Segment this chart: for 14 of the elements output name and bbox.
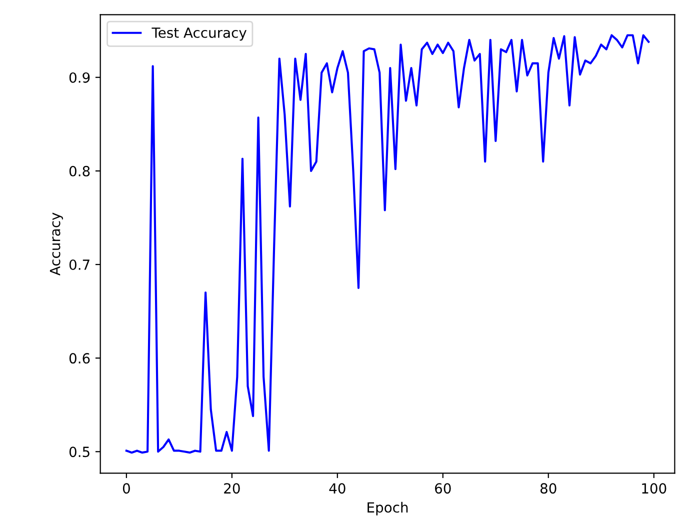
y-axis-title: Accuracy [50,212,63,276]
y-tick-label: 0.9 [69,72,90,83]
x-tick-label: 20 [224,483,240,494]
x-axis-title: Epoch [368,502,408,516]
legend-label: Test Accuracy [152,28,246,41]
y-tick-label: 0.7 [69,259,90,270]
y-tick-label: 0.6 [69,353,90,364]
x-tick-label: 60 [435,483,451,494]
x-tick-label: 80 [540,483,556,494]
x-tick-label: 100 [642,483,666,494]
x-tick-label: 40 [329,483,346,494]
y-tick-label: 0.8 [69,166,90,176]
x-tick-label: 0 [122,483,130,494]
y-tick-label: 0.5 [69,446,90,458]
